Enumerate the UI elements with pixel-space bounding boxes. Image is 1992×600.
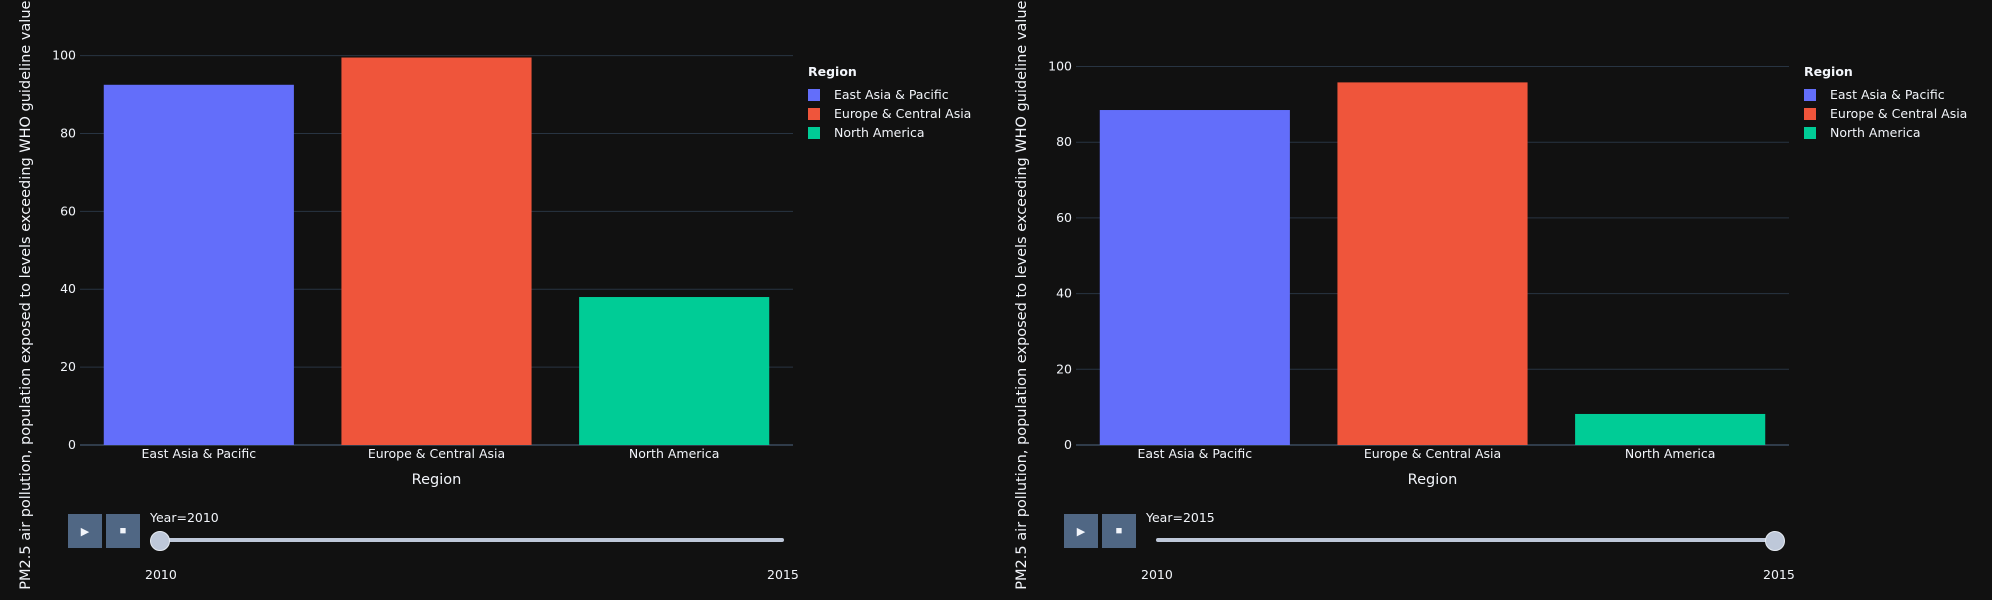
stop-button[interactable]: ■ [1102, 514, 1136, 548]
play-button[interactable]: ▶ [1064, 514, 1098, 548]
bar [103, 84, 294, 445]
play-icon: ▶ [80, 525, 90, 538]
slider-tick-end: 2015 [767, 567, 799, 582]
animation-controls: ▶ ■ [68, 514, 140, 548]
legend-swatch [808, 107, 820, 120]
play-button[interactable]: ▶ [68, 514, 102, 548]
bar [579, 297, 770, 445]
year-slider-handle[interactable] [1765, 531, 1785, 551]
legend-item-east-asia[interactable]: East Asia & Pacific [808, 85, 971, 104]
y-tick-label: 20 [60, 359, 76, 374]
year-slider-handle[interactable] [150, 531, 170, 551]
legend-label: North America [1830, 125, 1921, 140]
y-tick-label: 60 [1056, 210, 1072, 225]
y-tick-label: 60 [60, 203, 76, 218]
year-slider-track[interactable] [1156, 538, 1780, 542]
slider-current-value: Year=2015 [1146, 510, 1215, 525]
legend-item-north-america[interactable]: North America [1804, 123, 1967, 142]
legend-swatch [1804, 126, 1816, 139]
play-icon: ▶ [1076, 525, 1086, 538]
x-axis-title: Region [1408, 472, 1458, 488]
chart-panel-2010: 0 20 40 60 80 100 East Asia & Pacific Europe & … [18, 0, 971, 590]
legend-title: Region [1804, 64, 1853, 79]
x-axis-title: Region [412, 472, 462, 488]
y-tick-label: 80 [60, 125, 76, 140]
legend-swatch [1804, 88, 1816, 101]
stop-icon: ■ [119, 525, 127, 537]
y-axis-title: PM2.5 air pollution, population exposed … [1014, 0, 1030, 590]
slider-tick-start: 2010 [1141, 567, 1173, 582]
legend-swatch [808, 88, 820, 101]
stop-icon: ■ [1115, 525, 1123, 537]
legend-title: Region [808, 64, 857, 79]
x-tick-label: East Asia & Pacific [142, 446, 257, 461]
bar [1337, 82, 1528, 446]
legend-label: North America [834, 125, 925, 140]
chart-panel-2015: 0 20 40 60 80 100 East Asia & Pacific Europe & … [996, 0, 1992, 600]
legend: Region East Asia & Pacific Europe & Cent… [1804, 64, 1967, 142]
legend-swatch [1804, 107, 1816, 120]
stop-button[interactable]: ■ [106, 514, 140, 548]
bar [1099, 110, 1290, 445]
x-tick-label: North America [629, 446, 720, 461]
slider-tick-start: 2010 [145, 567, 177, 582]
legend-item-east-asia[interactable]: East Asia & Pacific [1804, 85, 1967, 104]
bar-chart-2015: 0 20 40 60 80 100 East Asia & Pacific Europe & … [1014, 0, 1789, 590]
y-tick-label: 100 [1048, 58, 1072, 73]
y-axis-title: PM2.5 air pollution, population exposed … [18, 0, 34, 590]
legend-item-north-america[interactable]: North America [808, 123, 971, 142]
bar-chart-2010: 0 20 40 60 80 100 East Asia & Pacific Europe & … [18, 0, 793, 590]
slider-tick-end: 2015 [1763, 567, 1795, 582]
y-tick-label: 20 [1056, 361, 1072, 376]
legend-label: East Asia & Pacific [834, 87, 949, 102]
legend: Region East Asia & Pacific Europe & Cent… [808, 64, 971, 142]
legend-item-europe[interactable]: Europe & Central Asia [808, 104, 971, 123]
x-tick-label: Europe & Central Asia [1364, 446, 1501, 461]
y-tick-label: 0 [1064, 437, 1072, 452]
legend-label: Europe & Central Asia [1830, 106, 1968, 121]
legend-item-europe[interactable]: Europe & Central Asia [1804, 104, 1967, 123]
legend-label: Europe & Central Asia [834, 106, 972, 121]
year-slider-track[interactable] [160, 538, 784, 542]
x-tick-label: Europe & Central Asia [368, 446, 505, 461]
animation-controls: ▶ ■ [1064, 514, 1136, 548]
y-tick-label: 100 [52, 48, 76, 63]
x-tick-label: East Asia & Pacific [1138, 446, 1253, 461]
x-tick-label: North America [1625, 446, 1716, 461]
bar [1575, 413, 1766, 445]
y-tick-label: 40 [1056, 286, 1072, 301]
legend-label: East Asia & Pacific [1830, 87, 1945, 102]
bar [341, 57, 532, 445]
y-tick-label: 40 [60, 281, 76, 296]
y-tick-label: 80 [1056, 134, 1072, 149]
y-tick-label: 0 [68, 437, 76, 452]
legend-swatch [808, 126, 820, 139]
slider-current-value: Year=2010 [150, 510, 219, 525]
